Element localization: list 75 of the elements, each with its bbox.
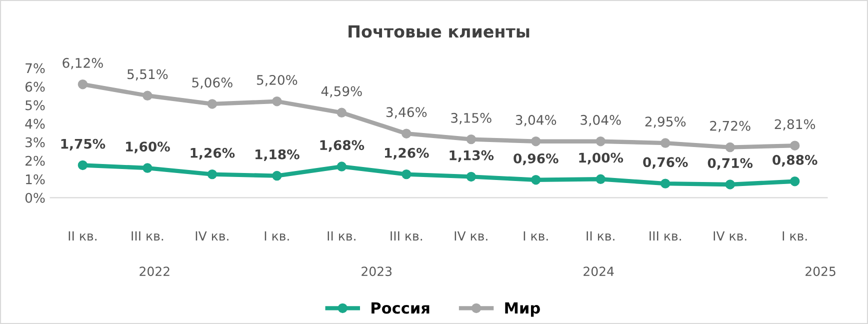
point — [531, 175, 541, 185]
x-tick-label: I кв. — [782, 231, 807, 240]
data-label: 3,15% — [451, 112, 492, 124]
point — [596, 174, 606, 184]
data-label: 1,68% — [320, 140, 364, 152]
x-tick-label: II кв. — [586, 231, 614, 240]
x-tick-label: III кв. — [650, 231, 681, 240]
data-label: 0,88% — [772, 154, 818, 167]
data-label: 1,13% — [450, 150, 494, 162]
x-tick-label: I кв. — [264, 231, 289, 240]
data-label: 6,12% — [62, 58, 103, 70]
data-label: 5,51% — [128, 69, 168, 81]
point — [790, 176, 800, 186]
point — [402, 128, 412, 138]
x-tick-label: II кв. — [68, 231, 96, 240]
point — [336, 162, 347, 172]
point — [78, 160, 88, 170]
legend-label: Мир — [505, 302, 540, 317]
y-tick-label: 5% — [26, 100, 45, 110]
x2-tick-label: 2024 — [584, 266, 614, 276]
y-tick-label: 1% — [26, 174, 45, 184]
point — [207, 169, 218, 180]
data-label: 1,26% — [385, 148, 429, 160]
data-label: 2,81% — [774, 119, 816, 131]
y-tick-label: 0% — [25, 192, 45, 203]
data-label: 3,46% — [386, 107, 427, 118]
data-label: 0,96% — [514, 153, 558, 166]
data-label: 1,18% — [256, 149, 300, 162]
x-tick-label: II кв. — [328, 231, 356, 240]
point — [596, 136, 606, 146]
point — [207, 99, 218, 109]
data-label: 1,26% — [190, 148, 235, 160]
point — [272, 96, 282, 106]
point — [466, 134, 476, 144]
x2-tick-label: 2023 — [362, 266, 392, 276]
y-tick-label: 4% — [25, 118, 45, 129]
point — [660, 178, 670, 188]
point — [272, 170, 282, 181]
point — [531, 136, 541, 146]
data-label: 2,95% — [645, 116, 686, 128]
legend-label: Россия — [372, 302, 430, 314]
x-tick-label: IV кв. — [714, 231, 746, 240]
data-label: 1,75% — [61, 138, 106, 150]
point — [402, 169, 412, 180]
point — [725, 142, 735, 152]
x-tick-label: III кв. — [390, 231, 422, 240]
data-label: 3,04% — [580, 114, 621, 126]
data-label: 4,59% — [321, 86, 362, 98]
data-label: 1,00% — [579, 152, 624, 164]
point — [78, 79, 88, 90]
point — [336, 108, 347, 118]
y-tick-label: 3% — [26, 137, 45, 148]
chart-title: Почтовые клиенты — [348, 25, 530, 38]
x-tick-label: IV кв. — [454, 231, 488, 240]
data-label: 2,72% — [710, 120, 750, 132]
point — [142, 163, 152, 173]
x2-tick-label: 2022 — [140, 266, 170, 276]
data-label: 5,06% — [192, 78, 232, 89]
x2-tick-label: 2025 — [806, 266, 836, 276]
point — [725, 180, 735, 190]
data-label: 0,71% — [708, 158, 753, 170]
x-tick-label: III кв. — [132, 231, 164, 240]
point — [660, 138, 670, 148]
y-tick-label: 6% — [25, 82, 45, 92]
point — [790, 140, 800, 150]
data-label: 5,20% — [256, 74, 298, 86]
y-tick-label: 7% — [26, 63, 45, 74]
data-label: 0,76% — [643, 157, 688, 169]
y-tick-label: 2% — [26, 156, 45, 166]
x-tick-label: IV кв. — [196, 231, 228, 240]
data-label: 3,04% — [516, 114, 556, 126]
point — [466, 172, 476, 182]
x-tick-label: I кв. — [524, 231, 548, 240]
data-label: 1,60% — [126, 142, 170, 154]
point — [142, 90, 152, 100]
